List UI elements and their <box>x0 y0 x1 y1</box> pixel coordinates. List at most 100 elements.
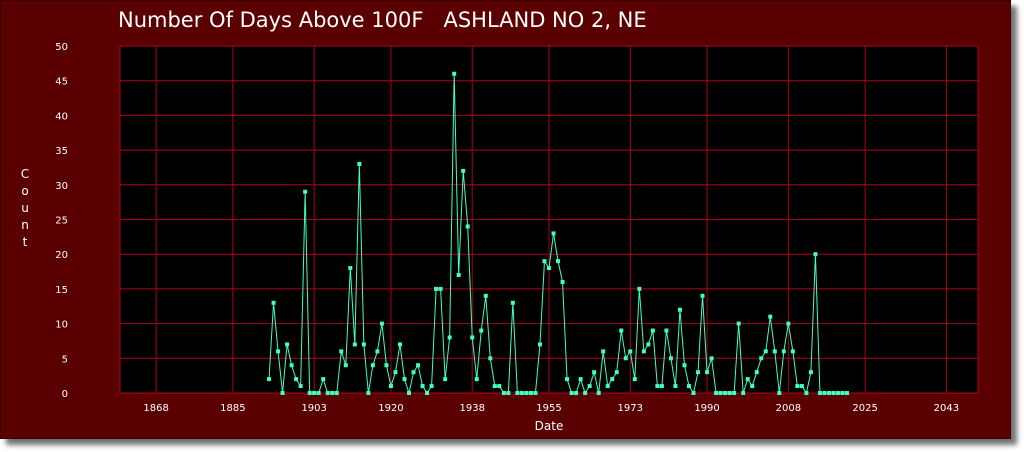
data-point <box>790 349 795 354</box>
y-tick-label: 5 <box>62 354 68 365</box>
data-point <box>628 349 633 354</box>
data-point <box>614 370 619 375</box>
data-point <box>655 384 660 389</box>
data-point <box>452 71 457 76</box>
y-tick-label: 40 <box>55 111 68 122</box>
y-axis-label-char: u <box>21 201 29 215</box>
data-point <box>465 224 470 229</box>
data-point <box>280 391 285 395</box>
data-point <box>443 377 448 382</box>
data-point <box>271 300 276 305</box>
data-point <box>343 363 348 368</box>
data-point <box>434 286 439 291</box>
y-tick-label: 0 <box>62 389 68 400</box>
y-axis-label-char: n <box>21 218 29 232</box>
x-tick-label: 1920 <box>378 403 403 414</box>
data-point <box>330 391 335 395</box>
data-point <box>714 391 719 395</box>
data-point <box>348 266 353 271</box>
data-point <box>583 391 588 395</box>
data-point <box>316 391 321 395</box>
y-tick-label: 45 <box>55 77 68 88</box>
data-point <box>325 391 330 395</box>
data-point <box>470 335 475 340</box>
data-point <box>537 342 542 347</box>
data-point <box>303 189 308 194</box>
x-tick-label: 1990 <box>694 403 719 414</box>
y-tick-label: 25 <box>55 216 68 227</box>
x-axis-label: Date <box>535 419 564 433</box>
data-point <box>700 293 705 298</box>
data-point <box>483 293 488 298</box>
data-point <box>632 377 637 382</box>
data-point <box>307 391 312 395</box>
data-point <box>488 356 493 361</box>
y-tick-label: 20 <box>55 250 68 261</box>
data-point <box>686 384 691 389</box>
y-tick-label: 35 <box>55 146 68 157</box>
y-axis-label-char: o <box>21 184 28 198</box>
x-tick-label: 1885 <box>220 403 245 414</box>
data-point <box>592 370 597 375</box>
data-point <box>745 377 750 382</box>
data-point <box>822 391 827 395</box>
data-point <box>650 328 655 333</box>
data-point <box>447 335 452 340</box>
data-point <box>506 391 511 395</box>
data-point <box>709 356 714 361</box>
data-point <box>524 391 529 395</box>
data-point <box>479 328 484 333</box>
data-point <box>799 384 804 389</box>
data-point <box>352 342 357 347</box>
data-point <box>691 391 696 395</box>
x-tick-label: 2043 <box>934 403 959 414</box>
data-point <box>510 300 515 305</box>
data-point <box>723 391 728 395</box>
data-point <box>533 391 538 395</box>
data-point <box>528 391 533 395</box>
data-point <box>519 391 524 395</box>
data-point <box>393 370 398 375</box>
y-axis-label-char: t <box>23 235 28 249</box>
data-point <box>384 363 389 368</box>
x-tick-labels: 1868 1885 1903 1920 1938 1955 1973 1990 2008 2025… <box>143 403 959 414</box>
data-point <box>438 286 443 291</box>
data-point <box>397 342 402 347</box>
data-point <box>515 391 520 395</box>
data-point <box>668 356 673 361</box>
data-point <box>781 349 786 354</box>
data-point <box>601 349 606 354</box>
data-point <box>754 370 759 375</box>
data-point <box>736 321 741 326</box>
chart-title: Number Of Days Above 100F ASHLAND NO 2, … <box>118 8 647 32</box>
data-point <box>312 391 317 395</box>
data-point <box>474 377 479 382</box>
data-point <box>429 384 434 389</box>
x-tick-label: 2025 <box>852 403 877 414</box>
data-point <box>637 286 642 291</box>
data-point <box>578 377 583 382</box>
data-point <box>551 231 556 236</box>
data-point <box>547 266 551 271</box>
data-point <box>795 384 800 389</box>
data-point <box>677 307 682 312</box>
data-point <box>366 391 371 395</box>
data-point <box>741 391 746 395</box>
data-point <box>772 349 777 354</box>
data-point <box>786 321 791 326</box>
data-point <box>425 391 430 395</box>
data-point <box>542 259 547 264</box>
data-point <box>808 370 813 375</box>
data-point <box>664 328 669 333</box>
y-axis-label-char: C <box>21 167 29 181</box>
data-point <box>831 391 836 395</box>
x-tick-label: 1973 <box>618 403 643 414</box>
data-point <box>826 391 831 395</box>
data-point <box>750 384 755 389</box>
y-tick-label: 30 <box>55 181 68 192</box>
grid-lines <box>120 45 978 394</box>
data-point <box>777 391 782 395</box>
data-point <box>596 391 601 395</box>
data-point <box>759 356 764 361</box>
